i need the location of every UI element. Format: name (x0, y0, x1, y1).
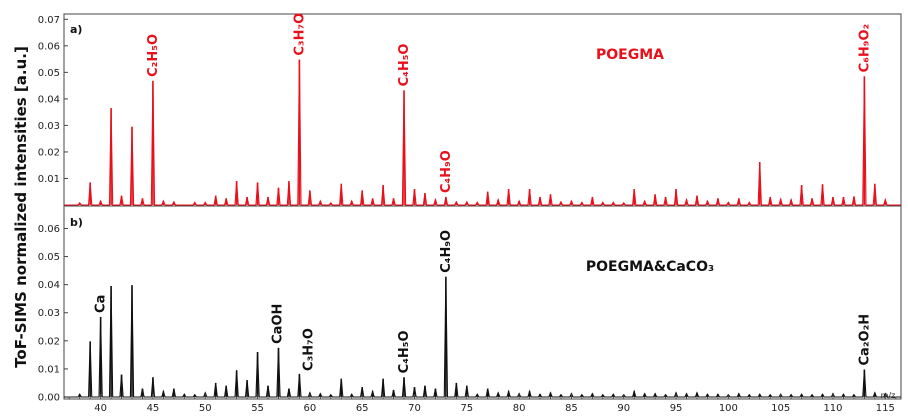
panel-b-spectrum-line (64, 276, 901, 398)
panel-a-y-tick-label: 0.04 (38, 94, 60, 105)
panel-b-peaks (64, 276, 901, 398)
x-tick-label: 40 (94, 403, 107, 414)
panel-a-annotation: C₂H₅O (146, 34, 161, 77)
panel-a-y-tick-label: 0.01 (38, 174, 60, 185)
panel-a-annotation: C₃H₇O (292, 13, 307, 56)
x-tick-label: 110 (823, 403, 842, 414)
panel-b-annotation: C₄H₅O (397, 330, 412, 373)
x-axis-unit-label: m/z (881, 391, 896, 400)
panel-a-annotation: C₄H₉O (439, 150, 454, 193)
panel-b-y-tick-label: 0.06 (38, 224, 60, 235)
panel-b-annotation: Ca₂O₂H (857, 314, 872, 366)
panel-b-y-tick-label: 0.04 (38, 280, 60, 291)
x-tick-label: 85 (565, 403, 578, 414)
x-tick-label: 55 (251, 403, 264, 414)
panel-b: 0.00 0.01 0.02 0.03 0.04 0.05 0.06 b) POEGMA&C… (38, 205, 902, 404)
x-tick-label: 50 (199, 403, 212, 414)
panel-a-y-tick-label: 0.06 (38, 41, 60, 52)
x-tick-label: 60 (304, 403, 317, 414)
panel-a-y-tick-label: 0.02 (38, 147, 60, 158)
x-tick-label: 105 (771, 403, 790, 414)
panel-b-y-tick-label: 0.00 (38, 393, 60, 404)
x-tick-label: 65 (356, 403, 369, 414)
x-tick-label: 70 (408, 403, 421, 414)
x-tick-label: 75 (460, 403, 473, 414)
panel-a-y-tick-label: 0.05 (38, 68, 60, 79)
panel-b-y-tick-label: 0.02 (38, 336, 60, 347)
panel-a-y-tick-label: 0.03 (38, 121, 60, 132)
panel-a-annotation: C₄H₅O (397, 44, 412, 87)
panel-b-y-tick-label: 0.01 (38, 364, 60, 375)
panel-a-frame (63, 13, 902, 207)
panel-b-y-ticks: 0.00 0.01 0.02 0.03 0.04 0.05 0.06 (38, 224, 68, 404)
x-tick-label: 90 (617, 403, 630, 414)
x-tick-label: 100 (719, 403, 738, 414)
panel-a-annotation: C₆H₉O₂ (857, 24, 872, 73)
panel-b-annotation: C₄H₉O (439, 230, 454, 273)
x-tick-label: 80 (513, 403, 526, 414)
y-axis-label: ToF-SIMS normalized intensities [a.u.] (12, 46, 30, 368)
x-tick-label: 115 (876, 403, 895, 414)
panel-b-label: b) (70, 216, 83, 229)
panel-b-title: POEGMA&CaCO₃ (586, 259, 714, 275)
panel-b-annotation: C₃H₇O (301, 328, 316, 371)
panel-a-label: a) (70, 23, 82, 36)
panel-a-spectrum-line (64, 59, 901, 206)
x-tick-label: 45 (147, 403, 160, 414)
panel-b-annotation: Ca (94, 295, 109, 313)
panel-a-y-tick-label: 0.07 (38, 15, 60, 26)
panel-a: 0.01 0.02 0.03 0.04 0.05 0.06 0.07 a) POEGMA C… (38, 13, 902, 207)
panel-a-peaks (64, 59, 901, 206)
panel-a-y-ticks: 0.01 0.02 0.03 0.04 0.05 0.06 0.07 (38, 15, 68, 185)
panel-a-annotations: C₂H₅O C₃H₇O C₄H₅O C₄H₉O C₆H₉O₂ (146, 13, 872, 193)
panel-b-y-tick-label: 0.05 (38, 252, 60, 263)
x-tick-label: 95 (670, 403, 683, 414)
x-axis-ticks: 40 45 50 55 60 65 70 75 80 85 90 95 100 105 110 115 (68, 394, 897, 414)
panel-b-annotation: CaOH (270, 304, 285, 344)
panel-a-title: POEGMA (596, 47, 664, 63)
panel-b-y-tick-label: 0.03 (38, 308, 60, 319)
panel-b-frame (63, 205, 902, 400)
panel-b-annotations: Ca CaOH C₃H₇O C₄H₅O C₄H₉O Ca₂O₂H (94, 230, 873, 373)
